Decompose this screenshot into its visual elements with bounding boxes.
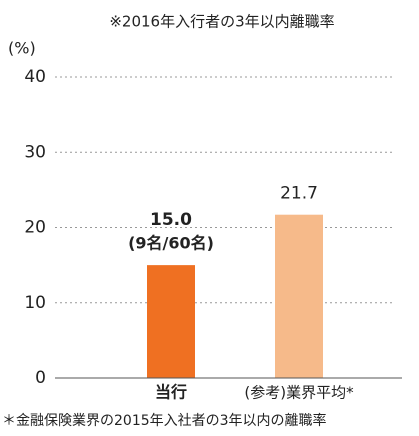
bar [147, 265, 195, 378]
y-tick-label: 0 [35, 368, 46, 388]
chart-title: ※2016年入行者の3年以内離職率 [109, 13, 334, 31]
value-label: 15.0 [150, 210, 192, 230]
y-tick-label: 40 [24, 67, 46, 87]
annotation: (9名/60名) [128, 234, 214, 253]
y-axis-label: (%) [8, 39, 36, 58]
y-tick-label: 20 [24, 218, 46, 238]
value-label: 21.7 [280, 184, 318, 204]
footnote: ＊金融保険業界の2015年入社者の3年以内の離職率 [2, 412, 327, 429]
bar [275, 214, 323, 378]
x-tick-label: (参考)業界平均* [244, 384, 354, 402]
y-tick-label: 10 [24, 293, 46, 313]
x-tick-label: 当行 [155, 383, 187, 402]
y-tick-label: 30 [24, 142, 46, 162]
